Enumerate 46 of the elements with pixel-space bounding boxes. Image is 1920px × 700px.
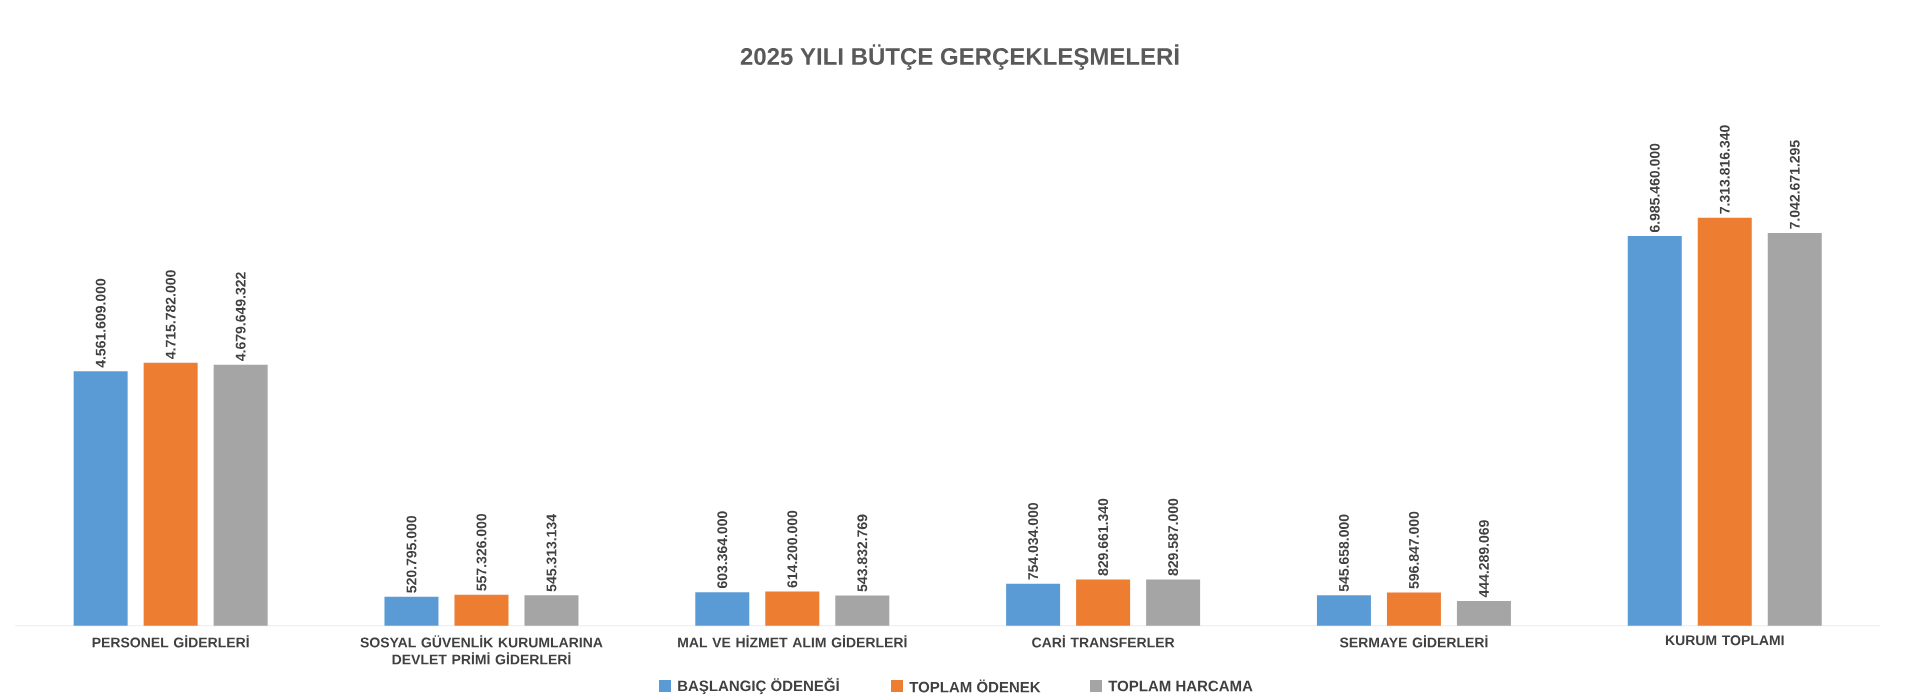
- bar: [143, 362, 198, 626]
- data-label: 545.313.134: [546, 514, 557, 592]
- legend-label: TOPLAM ÖDENEK: [909, 679, 1041, 693]
- x-tick-label: MAL VE HİZMET ALIM GİDERLERİ: [678, 635, 907, 648]
- x-tick-label: PERSONEL GİDERLERİ: [92, 635, 249, 648]
- data-label: 557.326.000: [476, 513, 487, 591]
- x-tick-label: KURUM TOPLAMI: [1665, 635, 1784, 646]
- x-tick-label: CARİ TRANSFERLER: [1032, 635, 1175, 648]
- bar: [1697, 217, 1752, 626]
- data-label: 614.200.000: [787, 510, 798, 588]
- bar: [695, 592, 750, 626]
- data-label: 4.715.782.000: [165, 270, 176, 359]
- bar: [1146, 579, 1201, 626]
- data-label: 829.661.340: [1098, 498, 1109, 576]
- data-label: 4.561.609.000: [95, 278, 106, 368]
- bar: [213, 364, 268, 626]
- legend-label: BAŞLANGIÇ ÖDENEĞİ: [678, 677, 839, 695]
- bar: [1627, 236, 1682, 626]
- data-label: 7.042.671.295: [1789, 140, 1800, 229]
- bar: [1386, 592, 1441, 626]
- legend-label: TOPLAM HARCAMA: [1108, 680, 1253, 692]
- bar: [524, 595, 579, 626]
- data-label: 543.832.769: [857, 514, 868, 592]
- data-label: 6.985.460.000: [1649, 143, 1660, 233]
- bar: [1316, 595, 1371, 626]
- data-label: 520.795.000: [406, 515, 417, 593]
- x-tick-label: SOSYAL GÜVENLİK KURUMLARINA DEVLET PRİMİ GİDERLERİ: [360, 635, 603, 665]
- data-label: 444.289.069: [1478, 520, 1489, 598]
- data-label: 7.313.816.340: [1719, 125, 1730, 214]
- data-label: 754.034.000: [1028, 502, 1039, 580]
- data-label: 4.679.649.322: [235, 272, 246, 361]
- data-label: 596.847.000: [1408, 511, 1419, 589]
- bar: [73, 371, 128, 626]
- bar: [1076, 579, 1131, 626]
- bar: [384, 596, 439, 626]
- x-tick-label: SERMAYE GİDERLERİ: [1339, 635, 1488, 648]
- bar: [454, 594, 509, 626]
- bar: [765, 591, 820, 626]
- chart-title: 2025 YILI BÜTÇE GERÇEKLEŞMELERİ: [740, 44, 1179, 70]
- bar: [1006, 583, 1061, 626]
- data-label: 603.364.000: [717, 511, 728, 589]
- bar: [835, 595, 890, 626]
- bar: [1456, 601, 1511, 626]
- data-label: 545.658.000: [1338, 514, 1349, 592]
- data-label: 829.587.000: [1168, 498, 1179, 576]
- bar: [1767, 232, 1822, 626]
